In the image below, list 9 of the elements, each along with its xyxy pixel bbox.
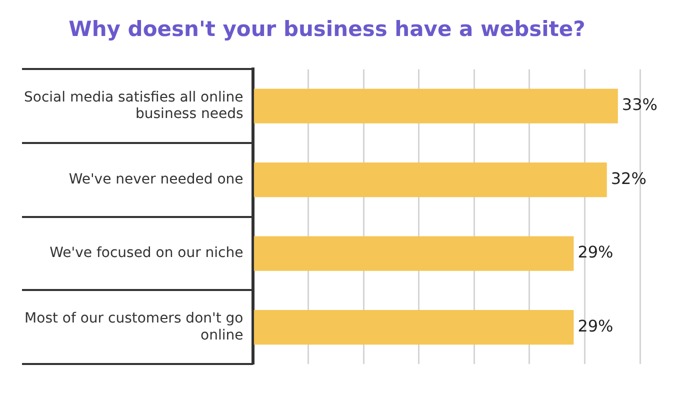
data-label: 32% (610, 168, 646, 188)
y-tick-label: Most of our customers don't go online (24, 310, 244, 344)
data-label: 29% (578, 316, 614, 336)
y-tick-label: Social media satisfies all online business needs (24, 89, 244, 122)
y-tick-label: We've focused on our niche (50, 245, 244, 262)
data-label: 29% (578, 242, 614, 262)
data-label: 33% (622, 95, 658, 114)
y-tick-label: We've never needed one (68, 171, 244, 188)
chart-title: Why doesn't your business have a website? (68, 17, 586, 42)
